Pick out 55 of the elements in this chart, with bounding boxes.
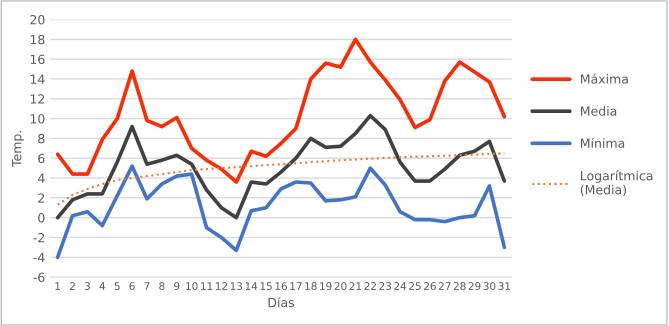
line-series (56, 114, 506, 220)
x-tick-label: 6 (129, 282, 135, 290)
x-tick-label: 10 (186, 282, 198, 290)
x-tick-label: 2 (70, 282, 75, 290)
x-tick-label: 19 (320, 282, 332, 290)
x-tick-label: 1 (55, 282, 60, 290)
x-tick-label: 22 (364, 282, 376, 290)
y-tick-label: -2 (33, 232, 44, 242)
y-tick-label: 14 (30, 74, 45, 84)
line-series (56, 38, 506, 184)
y-tick-label: 10 (30, 114, 44, 124)
x-tick-label: 9 (174, 282, 180, 290)
y-tick-label: 6 (38, 154, 45, 164)
y-tick-label: 16 (30, 54, 45, 64)
x-axis-title: Días (268, 297, 294, 308)
y-tick-label: -6 (33, 272, 45, 282)
x-tick-label: 16 (275, 282, 287, 290)
y-tick-label: 8 (38, 134, 44, 144)
y-tick-label: 12 (30, 94, 44, 104)
x-tick-label: 8 (159, 282, 164, 290)
x-tick-label: 28 (454, 282, 466, 290)
y-tick-label: 4 (38, 174, 45, 183)
x-tick-label: 25 (409, 282, 421, 290)
x-tick-label: 13 (230, 282, 242, 290)
legend-label: Media (580, 106, 616, 116)
x-tick-label: 24 (394, 282, 406, 290)
x-tick-label: 14 (246, 282, 258, 290)
x-tick-label: 18 (305, 282, 317, 290)
x-tick-label: 23 (379, 282, 392, 290)
x-tick-label: 7 (144, 282, 150, 290)
y-tick-label: 20 (30, 15, 44, 24)
x-tick-label: 11 (201, 282, 212, 290)
y-tick-label: -4 (33, 252, 45, 262)
x-tick-label: 30 (484, 282, 496, 290)
y-axis-title: Temp. (12, 131, 24, 168)
x-tick-label: 27 (438, 282, 451, 290)
line-series (56, 152, 506, 206)
x-tick-label: 26 (424, 282, 436, 290)
x-tick-label: 29 (468, 282, 480, 290)
y-tick-label: 0 (38, 213, 44, 223)
x-tick-label: 21 (350, 282, 362, 290)
x-tick-label: 20 (334, 282, 346, 290)
x-tick-label: 17 (290, 282, 302, 290)
legend-label: Mínima (580, 138, 624, 148)
legend-label: Máxima (580, 74, 628, 84)
y-tick-label: 18 (30, 34, 44, 44)
x-tick-label: 3 (84, 282, 90, 290)
x-tick-label: 4 (99, 282, 106, 290)
legend-label: Logarítmica (Media) (580, 170, 652, 196)
x-tick-label: 5 (114, 282, 120, 290)
y-tick-label: 2 (38, 193, 44, 203)
line-series (56, 164, 506, 260)
x-tick-label: 12 (216, 282, 227, 290)
x-tick-label: 15 (260, 282, 272, 290)
x-tick-label: 31 (498, 282, 510, 290)
